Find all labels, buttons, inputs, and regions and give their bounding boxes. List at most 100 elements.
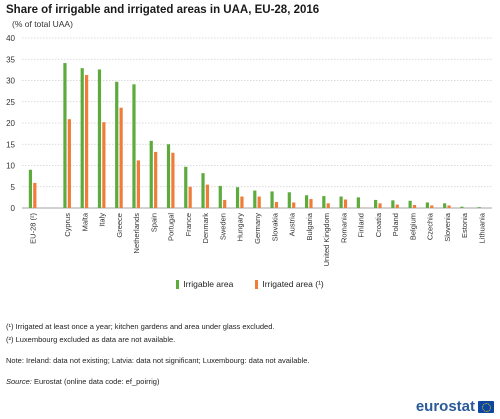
bar-irrigable: [115, 81, 119, 208]
bar-irrigable: [201, 173, 205, 208]
x-tick-label: United Kingdom: [322, 213, 331, 266]
bar-irrigated: [395, 204, 399, 208]
bar-irrigated: [447, 205, 451, 208]
bar-irrigable: [97, 69, 102, 208]
y-tick-label: 15: [6, 140, 15, 149]
bar-irrigated: [102, 122, 106, 208]
legend-swatch-irrigated: [255, 279, 259, 289]
x-tick-label: Lithuania: [477, 212, 486, 243]
y-tick-label: 40: [6, 34, 15, 43]
footnote-irrigated: (¹) Irrigated at least once a year; kitc…: [6, 322, 275, 331]
legend-item-irrigated: Irrigated area (¹): [255, 279, 324, 289]
bar-irrigated: [33, 182, 37, 208]
x-tick-label: Italy: [98, 213, 107, 227]
bar-irrigated: [119, 107, 123, 208]
x-tick-label: EU-28 (²): [29, 213, 38, 244]
bar-irrigated: [85, 74, 89, 208]
x-tick-label: Denmark: [201, 213, 210, 244]
footnotes: (¹) Irrigated at least once a year; kitc…: [6, 320, 310, 388]
bar-irrigated: [343, 199, 348, 208]
bar-irrigable: [80, 68, 84, 208]
x-tick-label: Germany: [253, 213, 262, 244]
bar-irrigable: [218, 185, 222, 208]
bar-irrigated: [257, 196, 261, 208]
x-tick-label: Sweden: [218, 213, 227, 240]
bar-irrigable: [339, 196, 343, 208]
bar-irrigable: [391, 200, 395, 208]
logo-text: eurostat: [415, 398, 475, 415]
bar-irrigated: [274, 202, 279, 208]
y-tick-label: 5: [11, 183, 16, 192]
bar-irrigated: [292, 202, 296, 208]
bar-chart: 0 5 10 15 20 25 30 35 40 EU-28 (²) Cyprus Malta Ital…: [6, 34, 492, 266]
bar-irrigated: [136, 160, 140, 208]
bar-irrigated: [188, 186, 192, 208]
bar-irrigated: [430, 205, 434, 208]
bar-irrigable: [408, 200, 412, 208]
legend-label-irrigated: Irrigated area (¹): [262, 279, 324, 289]
bar-irrigable: [132, 84, 136, 208]
x-tick-label: Bulgaria: [305, 212, 314, 240]
legend-item-irrigable: Irrigable area: [176, 279, 233, 289]
x-tick-label: Austria: [288, 212, 297, 236]
eu-flag-icon: [478, 400, 494, 413]
y-tick-label: 0: [11, 204, 16, 213]
x-tick-label: Hungary: [236, 213, 245, 242]
bar-irrigable: [253, 190, 257, 208]
bar-irrigated: [154, 151, 158, 208]
y-tick-label: 35: [6, 55, 15, 64]
legend-swatch-irrigable: [176, 279, 180, 289]
bar-irrigated: [412, 205, 417, 208]
bar-irrigated: [205, 184, 210, 208]
bar-irrigable: [443, 203, 447, 208]
bar-irrigable: [304, 195, 309, 208]
x-tick-label: Greece: [115, 213, 124, 238]
x-tick-label: Czechia: [426, 212, 435, 240]
bar-irrigated: [326, 203, 330, 208]
bar-irrigated: [309, 199, 313, 208]
bar-irrigated: [223, 199, 227, 208]
x-tick-label: Romania: [339, 212, 348, 243]
chart-title: Share of irrigable and irrigated areas i…: [6, 4, 320, 16]
bar-irrigable: [184, 166, 188, 208]
x-tick-label: Belgium: [408, 213, 417, 240]
bar-irrigable: [166, 144, 171, 208]
chart-subtitle: (% of total UAA): [12, 19, 73, 29]
bar-irrigated: [171, 152, 175, 208]
bar-irrigable: [374, 199, 378, 208]
bar-irrigable: [28, 169, 33, 208]
y-tick-label: 30: [6, 77, 15, 86]
chart-legend: Irrigable area Irrigated area (¹): [0, 279, 500, 289]
x-tick-label: Malta: [80, 212, 89, 231]
bar-irrigable: [477, 207, 481, 208]
note-countries: Note: Ireland: data not existing; Latvia…: [6, 356, 310, 365]
eurostat-logo: eurostat: [416, 398, 494, 415]
y-tick-label: 20: [6, 119, 15, 128]
bar-irrigable: [287, 192, 291, 208]
x-tick-label: Spain: [149, 213, 158, 232]
bar-irrigated: [240, 196, 244, 208]
source-label: Source:: [6, 377, 32, 386]
legend-label-irrigable: Irrigable area: [183, 279, 234, 289]
bar-irrigable: [235, 187, 240, 208]
x-tick-label: Poland: [391, 213, 400, 236]
x-tick-label: Cyprus: [63, 213, 72, 237]
bar-irrigable: [63, 63, 67, 209]
bar-irrigable: [322, 196, 326, 208]
x-tick-label: Finland: [357, 213, 366, 238]
source-line: Source: Eurostat (online data code: ef_p…: [6, 375, 310, 388]
x-tick-label: Croatia: [374, 212, 383, 237]
bar-irrigable: [356, 197, 360, 208]
x-tick-label: Estonia: [460, 212, 469, 238]
bar-irrigable: [460, 206, 464, 208]
x-tick-label: Portugal: [167, 213, 176, 241]
x-tick-label: Slovenia: [443, 212, 452, 242]
x-tick-label: Netherlands: [132, 213, 141, 254]
y-tick-label: 25: [6, 98, 15, 107]
x-tick-label: Slovakia: [270, 212, 279, 241]
x-tick-label: France: [184, 213, 193, 236]
bar-irrigable: [270, 191, 274, 208]
source-text: Eurostat (online data code: ef_poirrig): [33, 377, 160, 386]
bar-irrigable: [425, 202, 429, 208]
bar-irrigated: [67, 119, 71, 208]
